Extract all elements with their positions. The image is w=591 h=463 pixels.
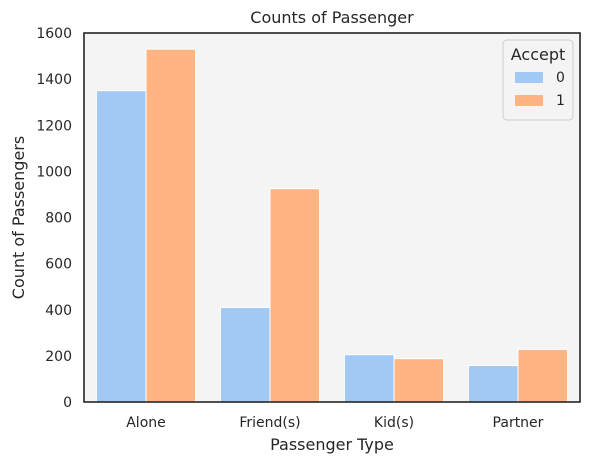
bar-friend-s--accept-1	[269, 188, 321, 403]
chart-title: Counts of Passenger	[250, 8, 414, 27]
legend-title: Accept	[511, 45, 566, 64]
bar-alone-accept-0	[95, 90, 147, 403]
legend-swatch-1	[515, 95, 543, 106]
x-axis-title: Passenger Type	[270, 435, 394, 454]
y-tick-label: 200	[45, 349, 72, 365]
bar-friend-s--accept-0	[219, 306, 271, 403]
x-tick-label: Partner	[493, 415, 544, 431]
bars-group	[95, 48, 569, 403]
y-tick-label: 400	[45, 303, 72, 319]
axes-group: 0 200 400 600 800 1000 1200 1400 1600 Alone Friend…	[36, 26, 581, 431]
y-tick-label: 800	[45, 211, 72, 227]
y-tick-label: 1600	[36, 26, 72, 42]
y-tick-label: 1000	[36, 164, 72, 180]
bar-partner-accept-1	[517, 348, 569, 403]
legend-label-0: 0	[556, 70, 565, 86]
x-tick-label: Kid(s)	[374, 415, 414, 431]
legend: Accept 0 1	[502, 39, 574, 121]
y-tick-label: 1200	[36, 118, 72, 134]
y-axis-title: Count of Passengers	[9, 136, 28, 299]
bar-alone-accept-1	[145, 48, 197, 403]
y-tick-label: 1400	[36, 72, 72, 88]
bar-kid-s--accept-0	[343, 354, 395, 403]
bar-partner-accept-0	[467, 365, 519, 403]
y-tick-label: 0	[63, 395, 72, 411]
x-tick-label: Alone	[126, 415, 166, 431]
bar-kid-s--accept-1	[393, 358, 445, 403]
x-tick-label: Friend(s)	[239, 415, 300, 431]
y-tick-label: 600	[45, 257, 72, 273]
legend-swatch-0	[515, 72, 543, 83]
legend-label-1: 1	[556, 93, 565, 109]
plot-frame	[83, 32, 581, 403]
